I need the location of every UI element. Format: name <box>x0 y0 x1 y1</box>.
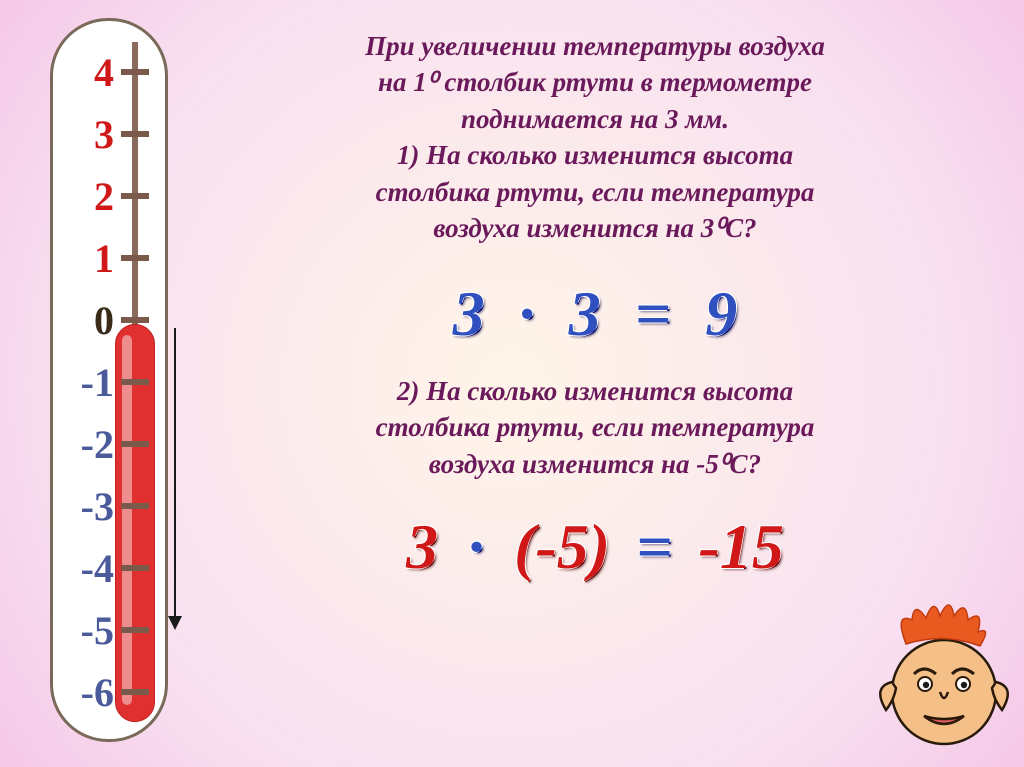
question-1-line-3: воздуха изменится на 3⁰С? <box>433 213 756 243</box>
question-2: 2) На сколько изменится высота столбика … <box>230 373 960 482</box>
down-arrow-icon <box>174 328 176 628</box>
thermometer-tick <box>121 565 149 571</box>
question-2-line-3: воздуха изменится на -5⁰С? <box>429 449 761 479</box>
question-1-line-1: 1) На сколько изменится высота <box>397 140 793 170</box>
intro-line-1: При увеличении температуры воздуха <box>365 31 825 61</box>
eq2-op1: · <box>468 511 484 582</box>
eq2-a: 3 <box>406 511 438 582</box>
question-2-line-1: 2) На сколько изменится высота <box>397 376 793 406</box>
thermometer-scale-label: 2 <box>64 173 114 220</box>
eq1-op1: · <box>519 278 535 349</box>
eq2-b: (-5) <box>514 511 610 582</box>
eq2-result: -15 <box>699 511 784 582</box>
thermometer-scale-label: -5 <box>64 607 114 654</box>
thermometer-tick <box>121 131 149 137</box>
eq1-op2: = <box>635 278 671 349</box>
intro-line-2: на 1⁰ столбик ртути в термометре <box>378 67 812 97</box>
thermometer-scale-label: -1 <box>64 359 114 406</box>
thermometer: 4 3 2 1 0 -1 -2 -3 -4 -5 -6 <box>50 18 170 748</box>
thermometer-tick <box>121 193 149 199</box>
eq1-result: 9 <box>705 278 737 349</box>
eq1-b: 3 <box>569 278 601 349</box>
thermometer-tick <box>121 379 149 385</box>
cartoon-face-icon <box>874 592 1014 757</box>
eq1-a: 3 <box>453 278 485 349</box>
thermometer-scale-label: 4 <box>64 49 114 96</box>
thermometer-tick <box>121 255 149 261</box>
thermometer-tick <box>121 317 149 323</box>
thermometer-tick <box>121 69 149 75</box>
thermometer-tick <box>121 503 149 509</box>
thermometer-scale-label: 3 <box>64 111 114 158</box>
eq2-op2: = <box>636 511 672 582</box>
intro-line-3: поднимается на 3 мм. <box>461 104 729 134</box>
thermometer-scale-label: 0 <box>64 297 114 344</box>
thermometer-tick <box>121 441 149 447</box>
content-area: При увеличении температуры воздуха на 1⁰… <box>200 28 990 606</box>
equation-2: 3 · (-5) = -15 <box>200 510 990 584</box>
thermometer-tick <box>121 627 149 633</box>
equation-1: 3 · 3 = 9 <box>200 277 990 351</box>
thermometer-scale-label: -3 <box>64 483 114 530</box>
thermometer-scale-label: -4 <box>64 545 114 592</box>
thermometer-scale-label: -6 <box>64 669 114 716</box>
thermometer-scale-label: -2 <box>64 421 114 468</box>
question-2-line-2: столбика ртути, если температура <box>376 412 815 442</box>
thermometer-scale-label: 1 <box>64 235 114 282</box>
thermometer-tick <box>121 689 149 695</box>
question-1-line-2: столбика ртути, если температура <box>376 177 815 207</box>
problem-statement: При увеличении температуры воздуха на 1⁰… <box>200 28 990 247</box>
